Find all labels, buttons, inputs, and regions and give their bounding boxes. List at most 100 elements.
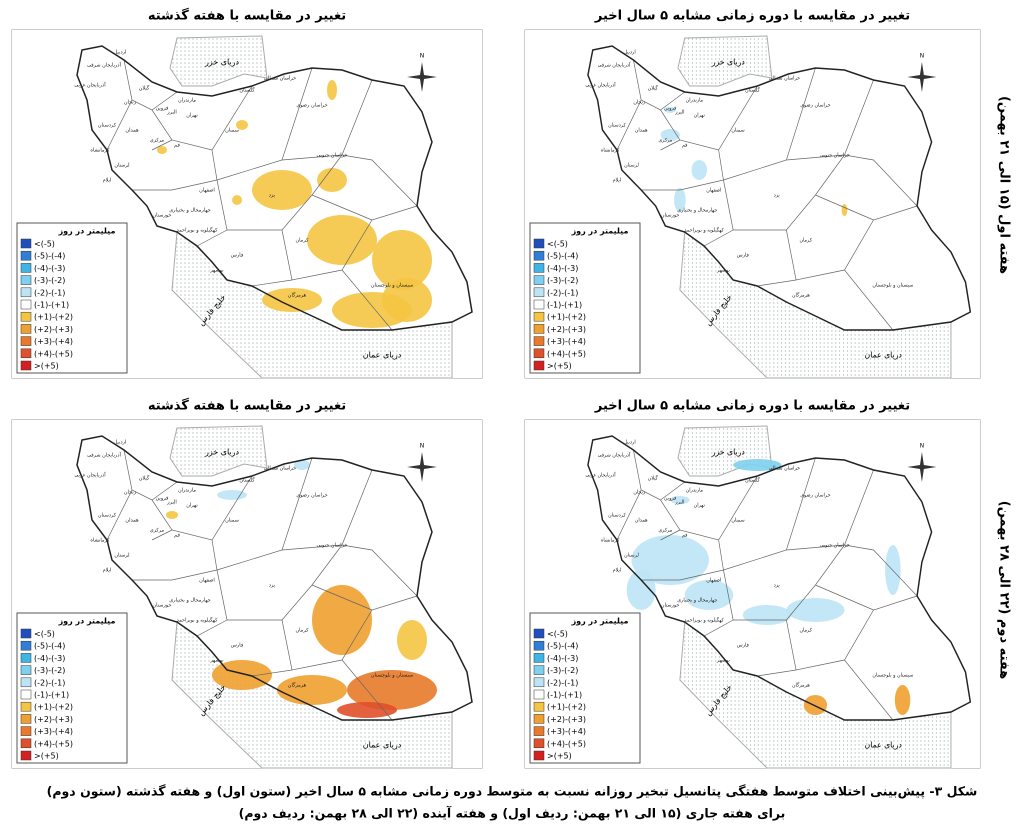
iran xyxy=(587,46,971,330)
sea-label: دریای خزر xyxy=(711,447,745,456)
province-border xyxy=(123,449,178,501)
province-label: ایلام xyxy=(103,568,112,574)
iran-border xyxy=(76,45,473,331)
province-label: یزد xyxy=(774,192,781,198)
sea-label: دریای خزر xyxy=(711,57,745,66)
province-label: گیلان xyxy=(648,84,659,91)
province-label: البرز xyxy=(166,110,177,116)
province-label: آذربایجان شرقی xyxy=(598,61,631,68)
legend-label: (-4)-(-3) xyxy=(34,264,65,273)
map: آذربایجان شرقی اردبیل آذربایجان غربی زنجان گ… xyxy=(12,30,482,379)
anomaly-area xyxy=(382,278,432,322)
province-label: کرمانشاه xyxy=(601,537,620,543)
province-label: مرکزی xyxy=(658,137,672,143)
legend: میلیمتر در روز<(-5) (-5)-(-4) (-4)-(-3) (-3… xyxy=(529,612,641,764)
legend-box xyxy=(16,612,128,764)
anomaly-area xyxy=(217,490,247,500)
province-label: بوشهر xyxy=(209,658,223,664)
legend-swatch xyxy=(20,640,32,651)
legend-label: (+2)-(+3) xyxy=(34,715,73,724)
legend-swatch xyxy=(533,263,545,273)
north-label: N xyxy=(420,53,425,60)
province-border xyxy=(151,475,253,541)
legend-label: >(+5) xyxy=(547,362,572,371)
province-label: البرز xyxy=(674,499,684,505)
legend-swatch xyxy=(20,299,32,310)
province-border xyxy=(815,584,874,611)
province-label: کردستان xyxy=(608,512,626,518)
province-label: لرستان xyxy=(114,553,130,559)
map-panel: آذربایجان شرقی اردبیل آذربایجان غربی زنجان گ… xyxy=(524,419,981,769)
province-label: همدان xyxy=(125,518,139,524)
legend-swatch xyxy=(20,738,32,749)
legend-swatch xyxy=(533,336,545,346)
province-border xyxy=(660,475,758,541)
map: آذربایجان شرقی اردبیل آذربایجان غربی زنجان گ… xyxy=(12,420,482,769)
province-label: فارس xyxy=(231,643,244,649)
province-border xyxy=(311,584,373,611)
legend-label: (-4)-(-3) xyxy=(34,654,65,663)
province-label: آذربایجان غربی xyxy=(74,82,106,89)
legend-label: >(+5) xyxy=(547,752,572,761)
legend-swatch xyxy=(20,665,32,675)
caption-line: برای هفته جاری (۱۵ الی ۲۱ بهمن: ردیف اول… xyxy=(239,806,786,822)
province-label: قزوین xyxy=(156,106,169,112)
legend-label: (+3)-(+4) xyxy=(34,337,73,346)
province-border xyxy=(341,269,393,331)
province-label: قم xyxy=(682,532,688,538)
province-border xyxy=(227,544,343,621)
province-label: کردستان xyxy=(98,123,117,129)
anomaly-area xyxy=(684,580,734,610)
province-border xyxy=(132,569,218,581)
province-label: چهارمحال و بختیاری xyxy=(677,207,717,213)
province-label: لرستان xyxy=(624,552,639,558)
province-label: قزوین xyxy=(664,105,676,111)
sea-label: دریای عمان xyxy=(865,740,903,749)
province-label: هرمزگان xyxy=(288,682,307,689)
province-label: ایلام xyxy=(613,177,622,183)
province-border xyxy=(106,99,133,151)
map-panel: آذربایجان شرقی اردبیل آذربایجان غربی زنجان گ… xyxy=(11,419,483,769)
legend-swatch xyxy=(20,336,32,346)
province-label: ایلام xyxy=(613,567,622,573)
province-label: سیستان و بلوچستان xyxy=(872,282,913,288)
anomaly-area xyxy=(803,695,828,715)
legend-label: (-3)-(-2) xyxy=(547,276,578,285)
legend-label: <(-5) xyxy=(34,240,55,249)
anomaly-area xyxy=(294,460,310,470)
province-border xyxy=(211,457,313,571)
map-panel: آذربایجان شرقی اردبیل آذربایجان غربی زنجان گ… xyxy=(524,29,981,379)
province-label: کرمانشاه xyxy=(90,538,110,544)
legend-label: (-3)-(-2) xyxy=(34,276,65,285)
province-border xyxy=(123,59,178,111)
province-border xyxy=(844,154,918,207)
legend-label: (-2)-(-1) xyxy=(547,288,578,297)
legend-box xyxy=(16,222,128,374)
province-label: کرمان xyxy=(799,627,812,633)
province-label: اردبیل xyxy=(114,440,127,446)
province-label: اصفهان xyxy=(706,187,721,193)
province-label: لرستان xyxy=(114,163,130,169)
province-label: کرمان xyxy=(295,238,309,244)
province-label: سیستان و بلوچستان xyxy=(872,672,913,678)
province-border xyxy=(718,457,816,571)
province-label: بوشهر xyxy=(209,268,223,274)
province-label: گلستان xyxy=(745,476,760,483)
anomaly-area xyxy=(670,496,690,504)
province-label: خراسان رضوی xyxy=(296,103,327,109)
north-arrow xyxy=(907,62,937,92)
province-label: البرز xyxy=(166,500,177,506)
anomaly-area xyxy=(327,80,337,100)
legend-label: (+3)-(+4) xyxy=(547,337,586,346)
legend-label: (-1)-(+1) xyxy=(547,301,582,310)
province-label: زنجان xyxy=(124,490,137,496)
province-border xyxy=(757,669,797,677)
legend-swatch xyxy=(533,640,545,651)
legend-label: (+4)-(+5) xyxy=(34,349,73,358)
legend-swatch xyxy=(20,324,32,334)
legend-swatch xyxy=(20,287,32,298)
legend-swatch xyxy=(533,628,545,639)
province-label: اصفهان xyxy=(199,188,215,194)
legend-swatch xyxy=(20,653,32,663)
panel-title: تغییر در مقایسه با هفته گذشته xyxy=(148,398,346,414)
